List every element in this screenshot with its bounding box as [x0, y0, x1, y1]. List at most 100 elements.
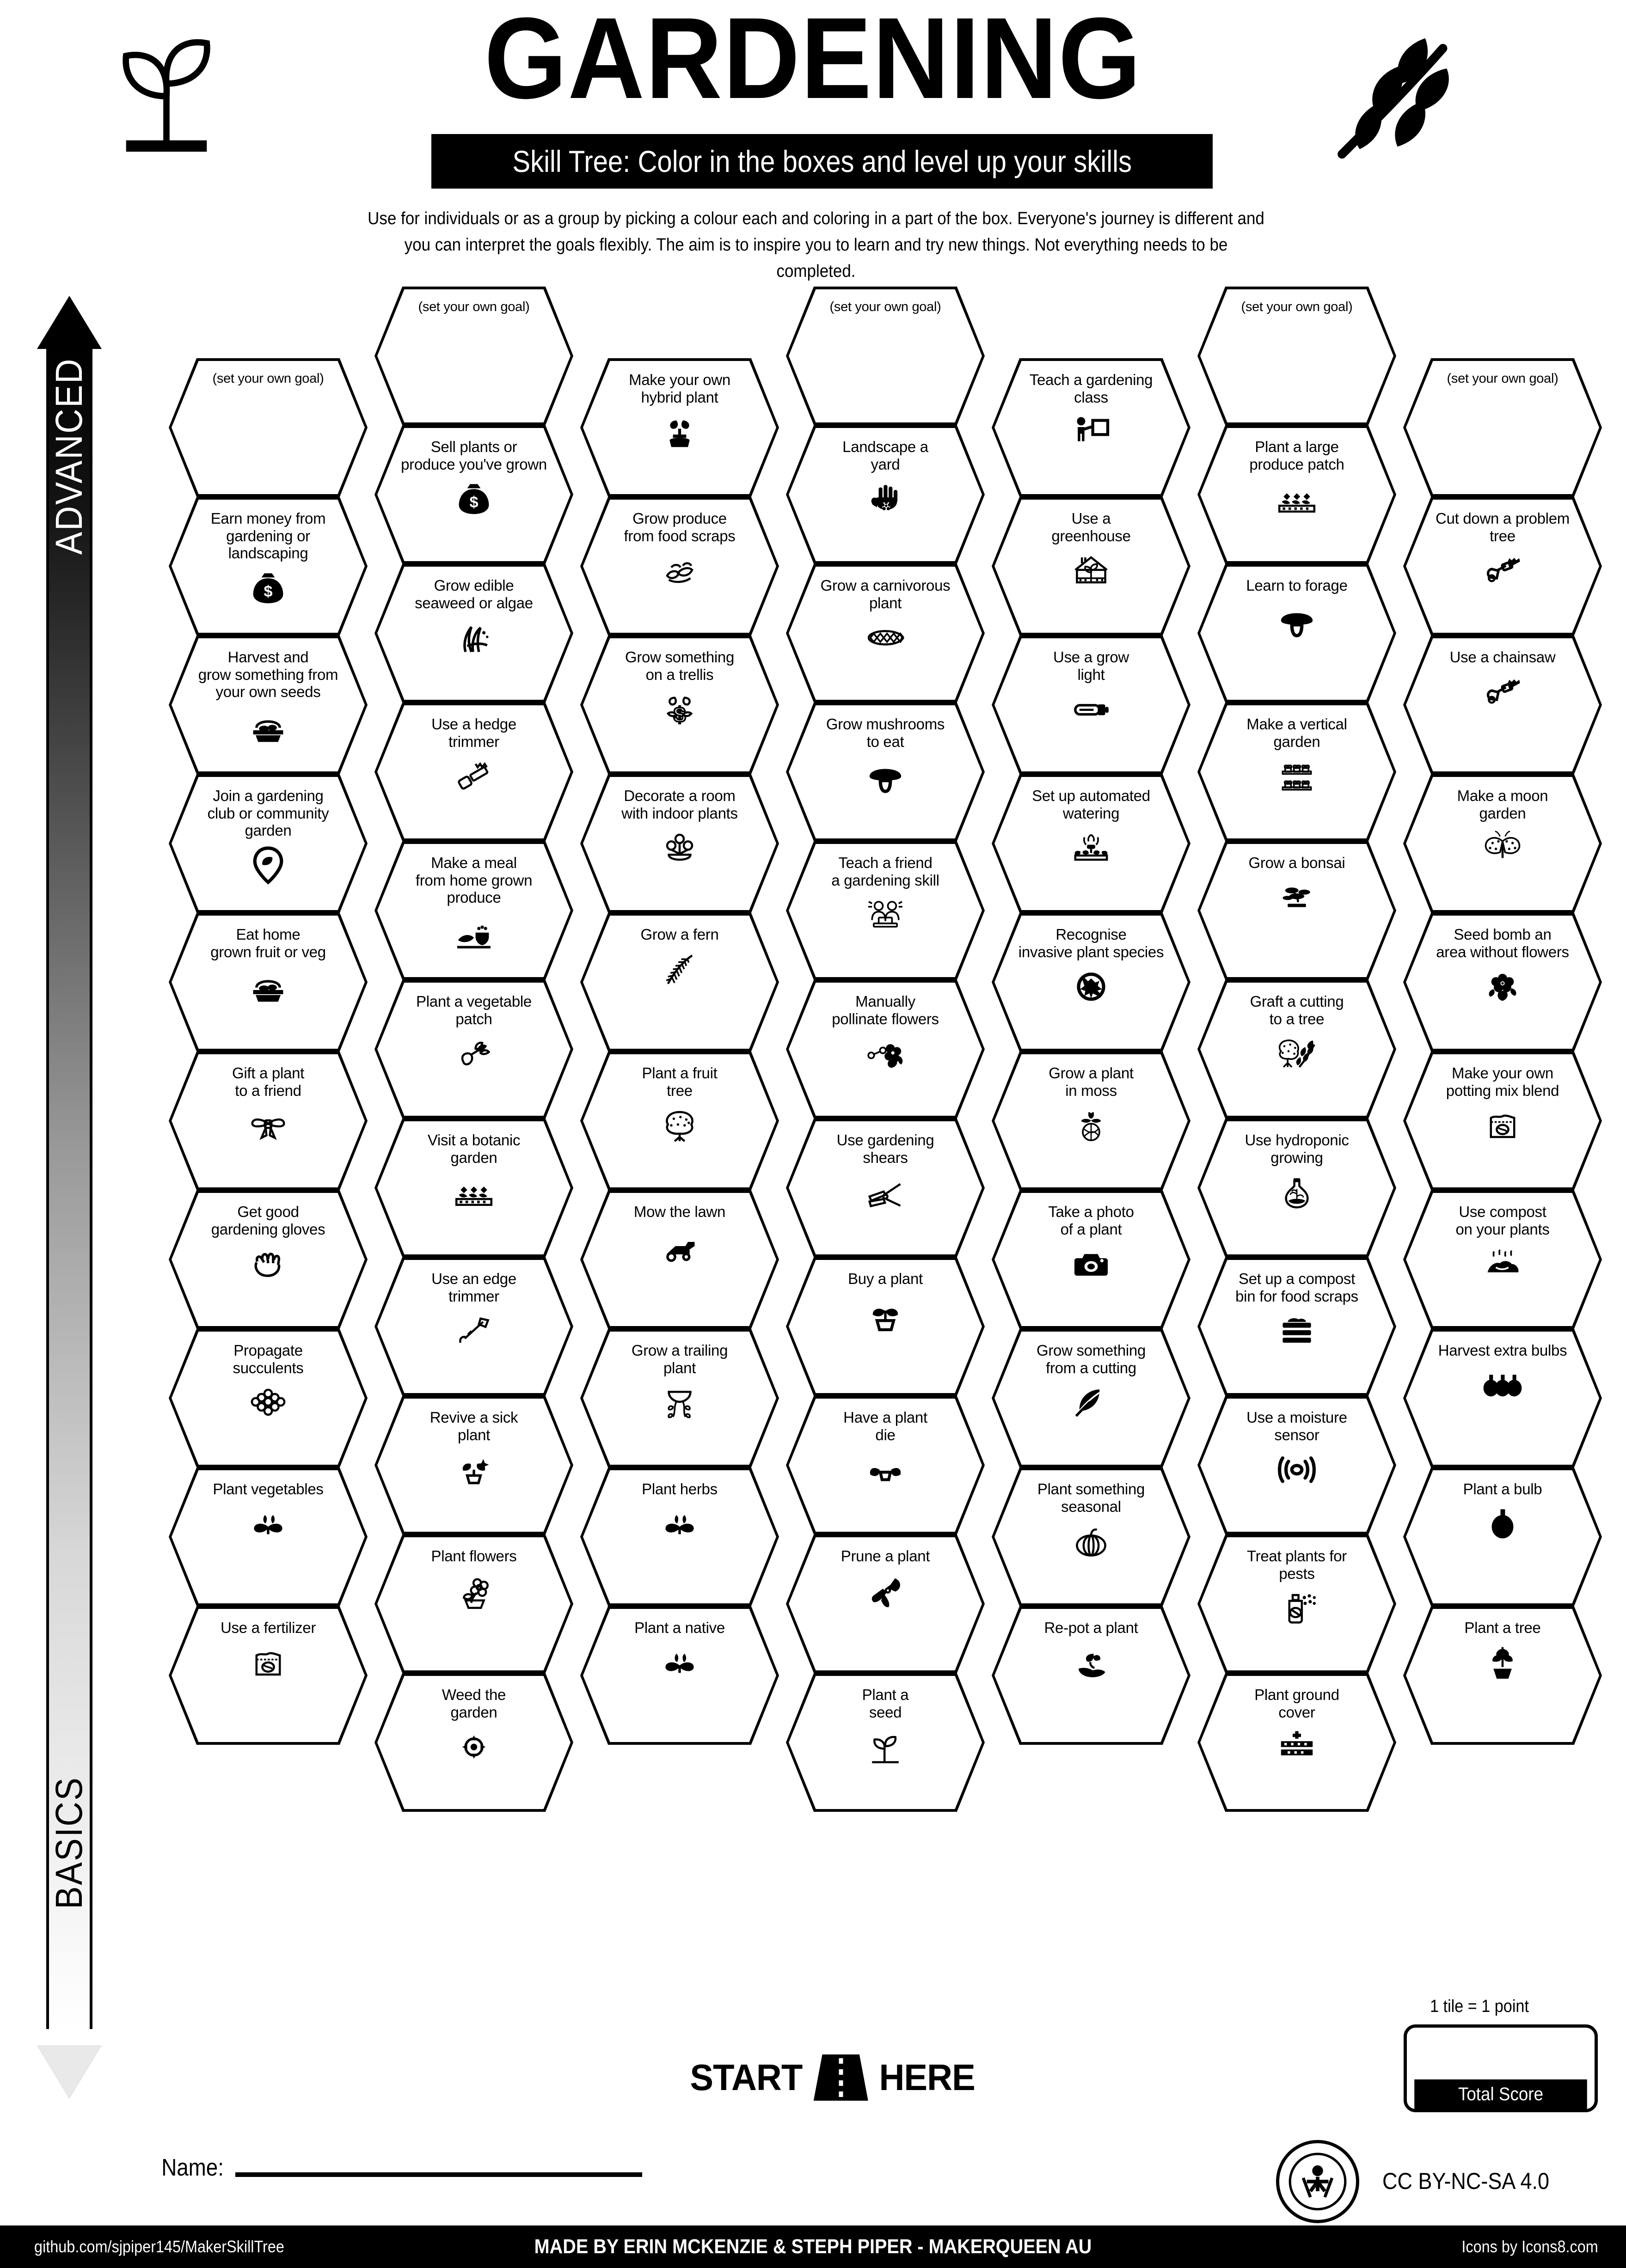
hex-body[interactable]: Grow a plant in moss	[994, 1054, 1188, 1187]
hex-body[interactable]: Propagate succulents	[172, 1332, 365, 1465]
hex-body[interactable]: Harvest extra bulbs	[1406, 1332, 1599, 1465]
hex-body[interactable]: Re-pot a plant	[994, 1609, 1188, 1742]
hex-body[interactable]: Use a grow light	[994, 638, 1188, 771]
skill-tile[interactable]: Buy a plant	[786, 1257, 985, 1396]
skill-tile[interactable]: Make a meal from home grown produce	[374, 841, 573, 980]
skill-tile[interactable]: Manually pollinate flowers	[786, 980, 985, 1119]
skill-tile[interactable]: Use a chainsaw	[1403, 636, 1602, 774]
skill-tile[interactable]: Use a moisture sensor	[1197, 1396, 1396, 1534]
skill-tile[interactable]: Plant flowers	[374, 1534, 573, 1673]
skill-tile[interactable]: Plant herbs	[580, 1467, 779, 1606]
hex-body[interactable]: Grow edible seaweed or algae	[377, 567, 571, 700]
hex-body[interactable]: Buy a plant	[789, 1260, 982, 1393]
hex-body[interactable]: Cut down a problem tree	[1406, 500, 1599, 633]
hex-body[interactable]: Use gardening shears	[789, 1121, 982, 1254]
skill-tile[interactable]: Propagate succulents	[169, 1329, 368, 1467]
hex-body[interactable]: Grow something on a trellis $	[583, 638, 776, 771]
skill-tile[interactable]: Use an edge trimmer	[374, 1257, 573, 1396]
skill-tile[interactable]: Grow a carnivorous plant	[786, 564, 985, 703]
hex-body[interactable]: Make your own potting mix blend	[1406, 1054, 1599, 1187]
skill-tile[interactable]: Recognise invasive plant species	[992, 913, 1190, 1051]
hex-body[interactable]: Eat home grown fruit or veg	[172, 916, 365, 1049]
name-underline[interactable]	[235, 2172, 643, 2177]
skill-tile[interactable]: Plant a vegetable patch	[374, 980, 573, 1119]
hex-body[interactable]: Set up automated watering	[994, 777, 1188, 910]
hex-body[interactable]: Harvest and grow something from your own s…	[172, 638, 365, 771]
skill-tile[interactable]: Have a plant die	[786, 1396, 985, 1534]
skill-tile[interactable]: Use a fertilizer	[169, 1606, 368, 1745]
skill-tile[interactable]: (set your own goal)	[1197, 287, 1396, 425]
hex-body[interactable]: Grow a fern	[583, 916, 776, 1049]
skill-tile[interactable]: Plant a large produce patch	[1197, 425, 1396, 564]
skill-tile[interactable]: Use gardening shears	[786, 1119, 985, 1257]
hex-body[interactable]: Plant a native	[583, 1609, 776, 1742]
hex-body[interactable]: Mow the lawn	[583, 1193, 776, 1326]
name-field[interactable]: Name:	[157, 2154, 643, 2182]
hex-body[interactable]: Gift a plant to a friend	[172, 1054, 365, 1187]
skill-tile[interactable]: Prune a plant	[786, 1534, 985, 1673]
skill-tile[interactable]: Learn to forage	[1197, 564, 1396, 703]
hex-body[interactable]: Set up a compost bin for food scraps	[1200, 1260, 1393, 1393]
skill-tile[interactable]: Cut down a problem tree	[1403, 497, 1602, 636]
skill-tile[interactable]: Set up automated watering	[992, 774, 1190, 913]
skill-tile[interactable]: (set your own goal)	[786, 287, 985, 425]
hex-body[interactable]: Make a moon garden	[1406, 777, 1599, 910]
hex-body[interactable]: Seed bomb an area without flowers	[1406, 916, 1599, 1049]
skill-tile[interactable]: Plant a fruit tree	[580, 1051, 779, 1190]
hex-body[interactable]: Weed the garden	[377, 1676, 571, 1809]
hex-body[interactable]: Plant something seasonal	[994, 1470, 1188, 1603]
hex-body[interactable]: Use a fertilizer	[172, 1609, 365, 1742]
skill-tile[interactable]: Grow edible seaweed or algae	[374, 564, 573, 703]
skill-tile[interactable]: Grow mushrooms to eat	[786, 703, 985, 841]
hex-body[interactable]: Plant a tree	[1406, 1609, 1599, 1742]
skill-tile[interactable]: Set up a compost bin for food scraps	[1197, 1257, 1396, 1396]
hex-body[interactable]: Take a photo of a plant	[994, 1193, 1188, 1326]
hex-body[interactable]: Plant a large produce patch	[1200, 428, 1393, 561]
skill-tile[interactable]: (set your own goal)	[374, 287, 573, 425]
hex-body[interactable]: Use a chainsaw	[1406, 638, 1599, 771]
skill-tile[interactable]: Plant a seed	[786, 1673, 985, 1812]
skill-tile[interactable]: Mow the lawn	[580, 1190, 779, 1329]
skill-tile[interactable]: Grow a trailing plant	[580, 1329, 779, 1467]
skill-tile[interactable]: Weed the garden	[374, 1673, 573, 1812]
hex-body[interactable]: Grow a trailing plant	[583, 1332, 776, 1465]
hex-body[interactable]: Visit a botanic garden	[377, 1121, 571, 1254]
skill-tile[interactable]: Make a vertical garden	[1197, 703, 1396, 841]
skill-tile[interactable]: Take a photo of a plant	[992, 1190, 1190, 1329]
skill-tile[interactable]: Revive a sick plant	[374, 1396, 573, 1534]
skill-tile[interactable]: Landscape a yard	[786, 425, 985, 564]
skill-tile[interactable]: Treat plants for pests	[1197, 1534, 1396, 1673]
total-score-box[interactable]: Total Score	[1404, 2024, 1598, 2112]
hex-body[interactable]: Teach a gardening class	[994, 361, 1188, 494]
hex-body[interactable]: Grow mushrooms to eat	[789, 705, 982, 838]
hex-body[interactable]: Sell plants or produce you've grown $	[377, 428, 571, 561]
hex-body[interactable]: (set your own goal)	[789, 289, 982, 422]
skill-tile[interactable]: Use compost on your plants	[1403, 1190, 1602, 1329]
hex-body[interactable]: (set your own goal)	[1200, 289, 1393, 422]
hex-body[interactable]: Grow produce from food scraps	[583, 500, 776, 633]
skill-tile[interactable]: Teach a gardening class	[992, 358, 1190, 497]
hex-body[interactable]: Revive a sick plant	[377, 1399, 571, 1532]
skill-tile[interactable]: Plant a native	[580, 1606, 779, 1745]
hex-body[interactable]: Use a moisture sensor	[1200, 1399, 1393, 1532]
hex-body[interactable]: Get good gardening gloves	[172, 1193, 365, 1326]
hex-body[interactable]: Treat plants for pests	[1200, 1537, 1393, 1670]
skill-tile[interactable]: Plant a bulb	[1403, 1467, 1602, 1606]
hex-body[interactable]: Use a greenhouse	[994, 500, 1188, 633]
skill-tile[interactable]: Plant something seasonal	[992, 1467, 1190, 1606]
skill-tile[interactable]: Eat home grown fruit or veg	[169, 913, 368, 1051]
skill-tile[interactable]: (set your own goal)	[169, 358, 368, 497]
hex-body[interactable]: Graft a cutting to a tree	[1200, 983, 1393, 1116]
skill-tile[interactable]: Seed bomb an area without flowers	[1403, 913, 1602, 1051]
hex-body[interactable]: Grow a bonsai	[1200, 844, 1393, 977]
skill-tile[interactable]: Earn money from gardening or landscaping $	[169, 497, 368, 636]
skill-tile[interactable]: Make your own potting mix blend	[1403, 1051, 1602, 1190]
hex-body[interactable]: Have a plant die	[789, 1399, 982, 1532]
hex-body[interactable]: (set your own goal)	[377, 289, 571, 422]
skill-tile[interactable]: Sell plants or produce you've grown $	[374, 425, 573, 564]
hex-body[interactable]: Plant a bulb	[1406, 1470, 1599, 1603]
skill-tile[interactable]: Get good gardening gloves	[169, 1190, 368, 1329]
skill-tile[interactable]: Grow a bonsai	[1197, 841, 1396, 980]
skill-tile[interactable]: Grow a plant in moss	[992, 1051, 1190, 1190]
hex-body[interactable]: Prune a plant	[789, 1537, 982, 1670]
